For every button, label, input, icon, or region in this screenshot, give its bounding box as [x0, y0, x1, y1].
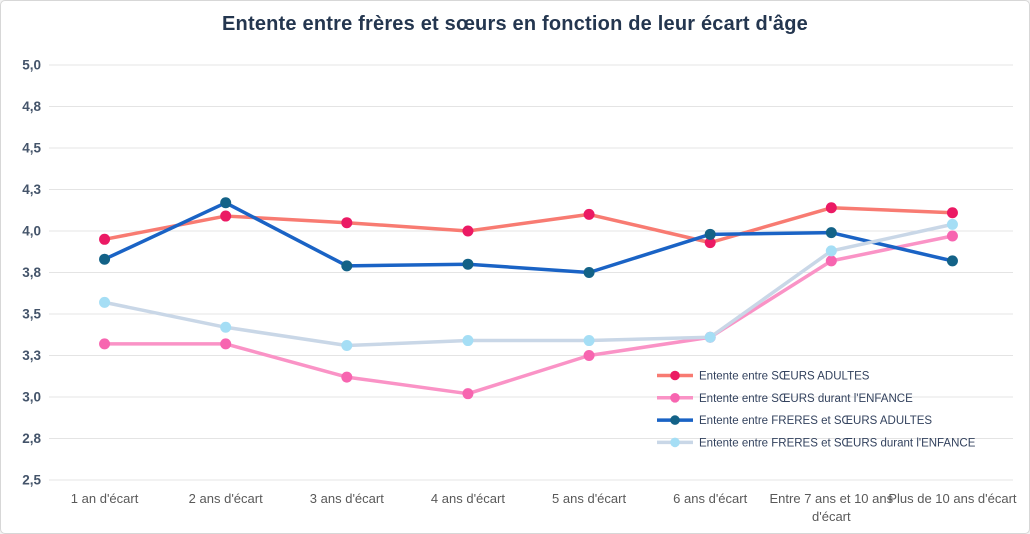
- data-point-marker: [704, 228, 716, 240]
- data-point-marker: [462, 225, 474, 237]
- data-point-marker: [946, 207, 958, 219]
- data-point-marker: [825, 245, 837, 257]
- legend-label: Entente entre SŒURS durant l'ENFANCE: [699, 393, 913, 405]
- legend-marker: [670, 437, 680, 448]
- data-point-marker: [220, 338, 232, 350]
- y-tick-label: 3,3: [22, 348, 41, 363]
- y-tick-label: 3,8: [22, 265, 41, 280]
- series-line-2: [102, 234, 955, 396]
- chart-title: Entente entre frères et sœurs en fonctio…: [222, 13, 808, 35]
- data-point-marker: [583, 335, 595, 347]
- data-point-marker: [220, 197, 232, 209]
- data-point-marker: [99, 338, 111, 350]
- legend-marker: [670, 370, 680, 381]
- data-point-marker: [99, 233, 111, 245]
- data-point-marker: [341, 340, 353, 352]
- x-category-label: Plus de 10 ans d'écart: [888, 491, 1017, 506]
- data-point-marker: [946, 230, 958, 242]
- data-point-marker: [462, 335, 474, 347]
- x-category-label: 5 ans d'écart: [552, 491, 626, 506]
- legend-marker: [670, 415, 680, 425]
- y-tick-label: 2,8: [22, 431, 41, 446]
- data-point-marker: [341, 371, 353, 383]
- y-tick-label: 5,0: [22, 58, 41, 73]
- data-point-marker: [583, 267, 595, 278]
- series-line-3: [102, 201, 955, 275]
- data-point-marker: [220, 210, 232, 222]
- data-point-marker: [946, 255, 958, 267]
- data-point-marker: [583, 350, 595, 361]
- data-point-marker: [99, 296, 111, 308]
- x-category-label: 3 ans d'écart: [310, 491, 384, 506]
- x-category-label: 4 ans d'écart: [431, 491, 505, 506]
- data-point-marker: [462, 258, 474, 270]
- series-line-1: [102, 206, 955, 245]
- data-point-marker: [341, 217, 353, 229]
- data-point-marker: [462, 388, 474, 400]
- y-tick-label: 2,5: [22, 473, 41, 488]
- y-tick-label: 4,3: [22, 182, 41, 197]
- data-point-marker: [825, 255, 837, 267]
- data-point-marker: [825, 202, 837, 214]
- y-tick-label: 4,5: [22, 141, 41, 156]
- data-point-marker: [946, 218, 958, 230]
- x-category-label: 6 ans d'écart: [673, 491, 747, 506]
- legend-label: Entente entre FRERES et SŒURS ADULTES: [699, 415, 932, 427]
- legend-marker: [670, 393, 680, 403]
- x-category-label: Entre 7 ans et 10 ans: [770, 491, 894, 506]
- y-tick-label: 3,0: [22, 390, 41, 405]
- data-point-marker: [220, 321, 232, 333]
- data-point-marker: [704, 331, 716, 343]
- data-point-marker: [341, 260, 353, 272]
- x-category-label: d'écart: [812, 509, 851, 524]
- data-point-marker: [704, 237, 716, 249]
- legend-label: Entente entre SŒURS ADULTES: [699, 371, 870, 383]
- data-point-marker: [825, 227, 837, 239]
- y-tick-label: 3,5: [22, 307, 41, 322]
- x-category-label: 2 ans d'écart: [189, 491, 263, 506]
- y-tick-label: 4,8: [22, 99, 41, 114]
- series-line-4: [102, 222, 955, 348]
- x-category-label: 1 an d'écart: [71, 491, 139, 506]
- data-point-marker: [99, 253, 111, 265]
- data-point-marker: [583, 208, 595, 220]
- y-tick-label: 4,0: [22, 224, 41, 239]
- legend-label: Entente entre FRERES et SŒURS durant l'E…: [699, 437, 976, 449]
